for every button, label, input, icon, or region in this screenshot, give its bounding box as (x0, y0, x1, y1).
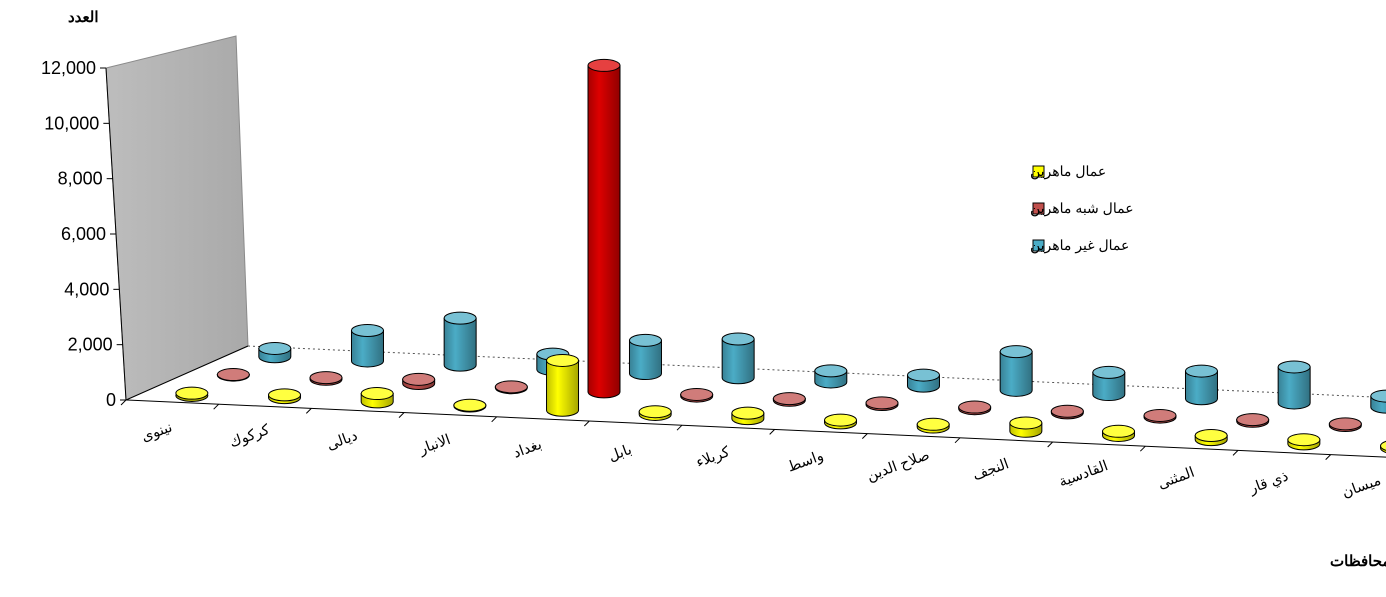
bar-cylinder (824, 413, 858, 430)
x-tick-label: بابل (607, 442, 635, 465)
bar-cylinder (1143, 408, 1177, 424)
x-tick-label: نينوى (139, 419, 174, 445)
x-tick-label: الانبار (416, 432, 453, 458)
bar-cylinder (1380, 440, 1386, 454)
x-tick-label: ديالى (325, 428, 360, 454)
bar-cylinder (258, 341, 292, 364)
legend-label: عمال غير ماهرين (1030, 237, 1129, 254)
legend-swatch (1032, 239, 1045, 252)
bar-cylinder (680, 387, 714, 403)
y-tick-label: 0 (106, 390, 116, 410)
x-tick-mark (583, 420, 590, 427)
x-tick-label: ميسان (1340, 473, 1383, 502)
legend-swatch (1032, 165, 1045, 178)
bar-cylinder (443, 311, 477, 372)
x-tick-label: صلاح الدين (865, 447, 932, 484)
x-tick-mark (954, 437, 961, 444)
x-tick-mark (398, 412, 405, 418)
back-wall (105, 35, 249, 401)
legend-label: عمال شبه ماهرين (1030, 200, 1134, 217)
bar-cylinder (1370, 389, 1386, 414)
bar-cylinder (402, 372, 436, 390)
x-tick-mark (1139, 445, 1146, 452)
x-tick-mark (1232, 450, 1239, 456)
bar-cylinder (772, 392, 806, 407)
bar-cylinder (1009, 416, 1043, 438)
bar-cylinder (1194, 429, 1228, 447)
legend-swatch (1032, 202, 1045, 215)
bar-cylinder (268, 388, 302, 405)
x-axis-title: المحافظات (1330, 553, 1386, 570)
x-tick-mark (1047, 441, 1054, 448)
bar-cylinder (958, 400, 992, 416)
y-tick-label: 10,000 (44, 113, 99, 133)
x-tick-label: واسط (786, 448, 826, 476)
bar-cylinder (916, 417, 950, 434)
x-tick-label: كربلاء (694, 444, 733, 471)
y-tick-label: 6,000 (61, 224, 106, 244)
bar-cylinder (453, 398, 487, 413)
bar-cylinder (1236, 413, 1270, 428)
bar-cylinder (587, 58, 621, 399)
bar-cylinder (1102, 424, 1136, 442)
bar-cylinder (360, 387, 394, 409)
bar-cylinder (1092, 365, 1126, 402)
y-tick-label: 2,000 (68, 335, 113, 355)
x-tick-label: النجف (971, 456, 1011, 484)
bar-cylinder (999, 345, 1033, 397)
y-axis-title: العدد (68, 9, 99, 26)
y-tick-label: 8,000 (58, 169, 103, 189)
bar-cylinder (350, 324, 384, 368)
x-tick-label: بغداد (511, 437, 544, 462)
bar-cylinder (628, 333, 662, 381)
bar-cylinder (1184, 364, 1218, 406)
bar-cylinder (865, 396, 899, 411)
bar-cylinder (1328, 417, 1362, 432)
x-tick-mark (769, 429, 776, 435)
x-tick-label: ذي قار (1246, 468, 1290, 497)
x-tick-mark (676, 424, 683, 431)
y-tick-label: 4,000 (64, 279, 109, 299)
x-tick-mark (213, 403, 220, 410)
bar-cylinder (309, 371, 343, 386)
bar-cylinder (731, 406, 765, 426)
floor-back-edge (247, 345, 1386, 399)
x-tick-mark (1325, 454, 1332, 460)
x-tick-mark (120, 399, 127, 406)
x-tick-mark (491, 416, 498, 423)
bar-cylinder (814, 364, 848, 389)
bar-cylinder (638, 405, 672, 421)
bar-cylinder (546, 353, 580, 417)
floor-left-edge (125, 345, 249, 401)
x-tick-label: القادسية (1057, 458, 1110, 490)
y-tick-label: 12,000 (41, 58, 96, 78)
x-tick-label: كركوك (228, 422, 273, 452)
bar-cylinder (721, 332, 755, 385)
bar-cylinder (1287, 433, 1321, 451)
x-tick-label: المثنى (1156, 465, 1197, 493)
bar-cylinder (1050, 404, 1084, 420)
legend-label: عمال ماهرين (1030, 163, 1106, 180)
bar-cylinder (1277, 360, 1311, 410)
x-tick-mark (861, 433, 868, 439)
floor-front-edge (125, 399, 1386, 458)
x-tick-mark (305, 408, 312, 414)
bar-cylinder (906, 368, 940, 393)
legend: عمال ماهرين عمال شبه ماهرين عمال غير ماهري… (1030, 163, 1134, 254)
bar-cylinder (216, 368, 250, 382)
bar-cylinder (175, 386, 209, 402)
bar-cylinder (494, 380, 528, 395)
